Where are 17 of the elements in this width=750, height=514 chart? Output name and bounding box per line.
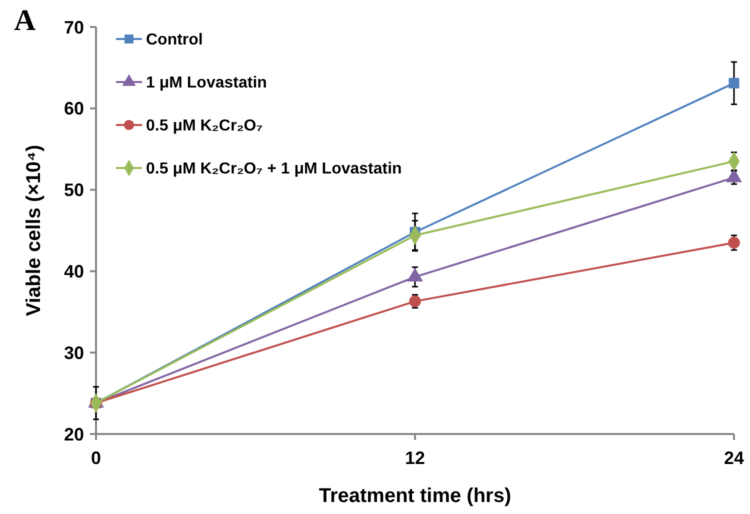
y-tick-label: 50 [64, 180, 84, 200]
legend-label: 0.5 μM K₂Cr₂O₇ [146, 118, 263, 135]
legend-label: 0.5 μM K₂Cr₂O₇ + 1 μM Lovastatin [146, 160, 402, 178]
x-tick-label: 12 [404, 448, 426, 468]
legend-label: Control [146, 32, 203, 49]
legend-label: 1 μM Lovastatin [146, 74, 267, 92]
y-tick-label: 20 [64, 424, 84, 444]
x-axis-title: Treatment time (hrs) [318, 485, 512, 507]
y-tick-label: 70 [64, 17, 84, 38]
x-tick-label: 24 [724, 448, 744, 468]
y-tick-label: 40 [64, 262, 84, 282]
y-axis-title: Viable cells (×10⁴) [23, 144, 45, 316]
y-tick-label: 30 [64, 342, 84, 363]
point [728, 78, 740, 88]
text: A [14, 4, 36, 37]
x-tick-label: 0 [90, 448, 102, 468]
y-tick-label: 60 [64, 98, 84, 119]
